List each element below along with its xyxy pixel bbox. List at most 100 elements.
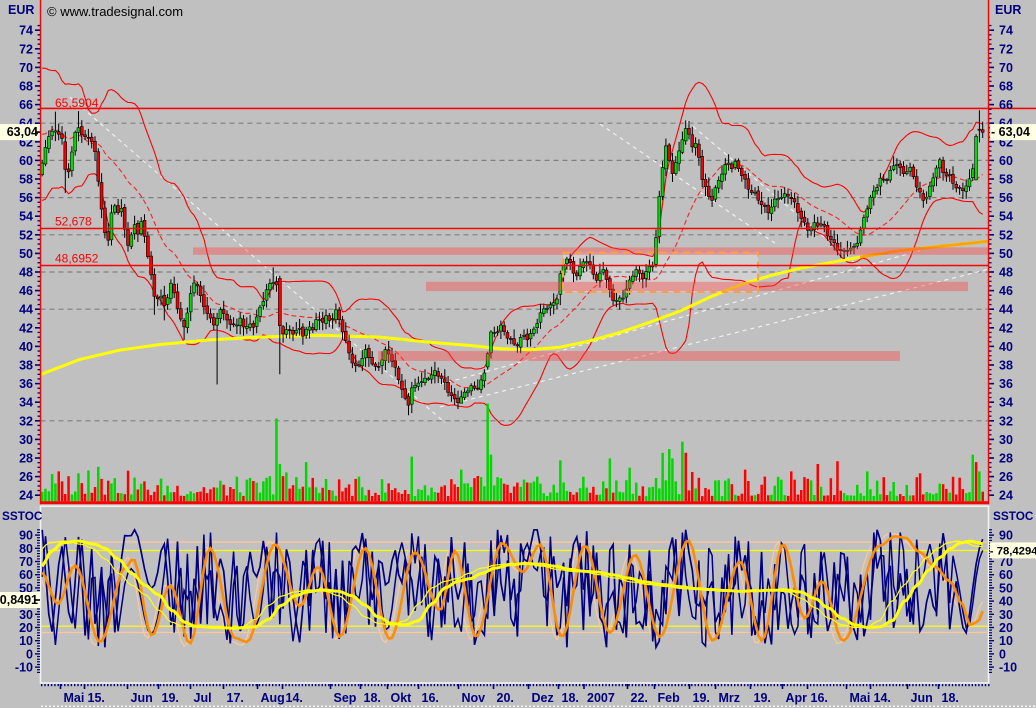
svg-text:38: 38 [19,359,33,373]
svg-text:40: 40 [999,340,1013,354]
svg-text:48: 48 [19,266,33,280]
svg-text:20.: 20. [497,691,514,705]
svg-text:Nov: Nov [462,691,486,705]
svg-text:0: 0 [999,647,1006,661]
svg-text:30: 30 [19,433,33,447]
svg-text:48: 48 [999,266,1013,280]
svg-text:44: 44 [19,303,33,317]
svg-text:60: 60 [19,568,33,582]
svg-text:50: 50 [19,247,33,261]
svg-text:68: 68 [999,80,1013,94]
svg-text:Jul: Jul [194,691,212,705]
svg-text:EUR: EUR [995,3,1021,17]
svg-text:20: 20 [19,621,33,635]
svg-text:50: 50 [999,581,1013,595]
svg-text:19.: 19. [162,691,179,705]
svg-text:48,6952: 48,6952 [55,252,99,266]
svg-text:54: 54 [19,210,33,224]
svg-text:30: 30 [999,608,1013,622]
svg-text:24: 24 [999,489,1013,503]
svg-text:60: 60 [999,154,1013,168]
svg-text:72: 72 [999,42,1013,56]
svg-text:65,5904: 65,5904 [55,96,99,110]
svg-text:16.: 16. [811,691,828,705]
svg-text:34: 34 [19,396,33,410]
svg-text:56: 56 [19,191,33,205]
svg-text:52,678: 52,678 [55,215,92,229]
svg-text:50: 50 [999,247,1013,261]
svg-text:18.: 18. [942,691,959,705]
svg-text:28: 28 [999,452,1013,466]
svg-text:24: 24 [19,489,33,503]
svg-text:40: 40 [999,595,1013,609]
svg-text:- 78,4294: - 78,4294 [990,545,1036,557]
svg-text:Mai: Mai [850,691,871,705]
svg-text:Aug: Aug [261,691,285,705]
svg-text:2007: 2007 [587,691,615,705]
svg-text:© www.tradesignal.com: © www.tradesignal.com [47,4,183,19]
svg-text:58: 58 [999,173,1013,187]
svg-text:68: 68 [19,80,33,94]
svg-text:72: 72 [19,42,33,56]
svg-text:0: 0 [26,647,33,661]
svg-text:90: 90 [999,529,1013,543]
svg-text:Apr: Apr [786,691,808,705]
svg-text:74: 74 [19,24,33,38]
svg-text:-10: -10 [15,661,33,675]
svg-text:Sep: Sep [334,691,357,705]
svg-text:80: 80 [19,542,33,556]
svg-text:0,8491: 0,8491 [0,593,38,607]
svg-text:34: 34 [999,396,1013,410]
svg-text:10: 10 [19,634,33,648]
svg-text:52: 52 [999,228,1013,242]
svg-text:20: 20 [999,621,1013,635]
svg-text:70: 70 [999,61,1013,75]
svg-text:18.: 18. [562,691,579,705]
svg-text:36: 36 [19,377,33,391]
svg-text:SSTOC: SSTOC [2,509,43,523]
svg-text:14.: 14. [286,691,303,705]
svg-text:28: 28 [19,452,33,466]
svg-text:70: 70 [19,555,33,569]
svg-text:42: 42 [19,321,33,335]
svg-text:Okt: Okt [391,691,413,705]
svg-text:Feb: Feb [658,691,681,705]
svg-text:38: 38 [999,359,1013,373]
svg-text:46: 46 [999,284,1013,298]
svg-text:Jun: Jun [131,691,153,705]
svg-text:32: 32 [19,414,33,428]
svg-text:40: 40 [19,340,33,354]
svg-text:66: 66 [999,98,1013,112]
svg-text:Jun: Jun [911,691,933,705]
svg-text:58: 58 [19,173,33,187]
svg-text:18.: 18. [364,691,381,705]
svg-text:70: 70 [999,555,1013,569]
svg-text:Mrz: Mrz [719,691,741,705]
svg-text:74: 74 [999,24,1013,38]
svg-text:32: 32 [999,414,1013,428]
svg-text:66: 66 [19,98,33,112]
svg-text:EUR: EUR [8,3,34,17]
svg-text:52: 52 [19,228,33,242]
svg-text:60: 60 [999,568,1013,582]
svg-text:15.: 15. [88,691,105,705]
svg-text:60: 60 [19,154,33,168]
svg-text:19.: 19. [754,691,771,705]
svg-text:54: 54 [999,210,1013,224]
svg-text:90: 90 [19,529,33,543]
svg-text:SSTOC: SSTOC [993,509,1034,523]
svg-text:-10: -10 [999,661,1017,675]
svg-text:50: 50 [19,581,33,595]
svg-text:- 63,04: - 63,04 [991,125,1030,139]
svg-text:Mai: Mai [64,691,85,705]
svg-text:16.: 16. [422,691,439,705]
svg-text:19.: 19. [693,691,710,705]
svg-text:44: 44 [999,303,1013,317]
svg-text:30: 30 [19,608,33,622]
svg-text:56: 56 [999,191,1013,205]
svg-text:17.: 17. [227,691,244,705]
svg-text:14.: 14. [874,691,891,705]
svg-text:70: 70 [19,61,33,75]
svg-text:10: 10 [999,634,1013,648]
svg-text:30: 30 [999,433,1013,447]
